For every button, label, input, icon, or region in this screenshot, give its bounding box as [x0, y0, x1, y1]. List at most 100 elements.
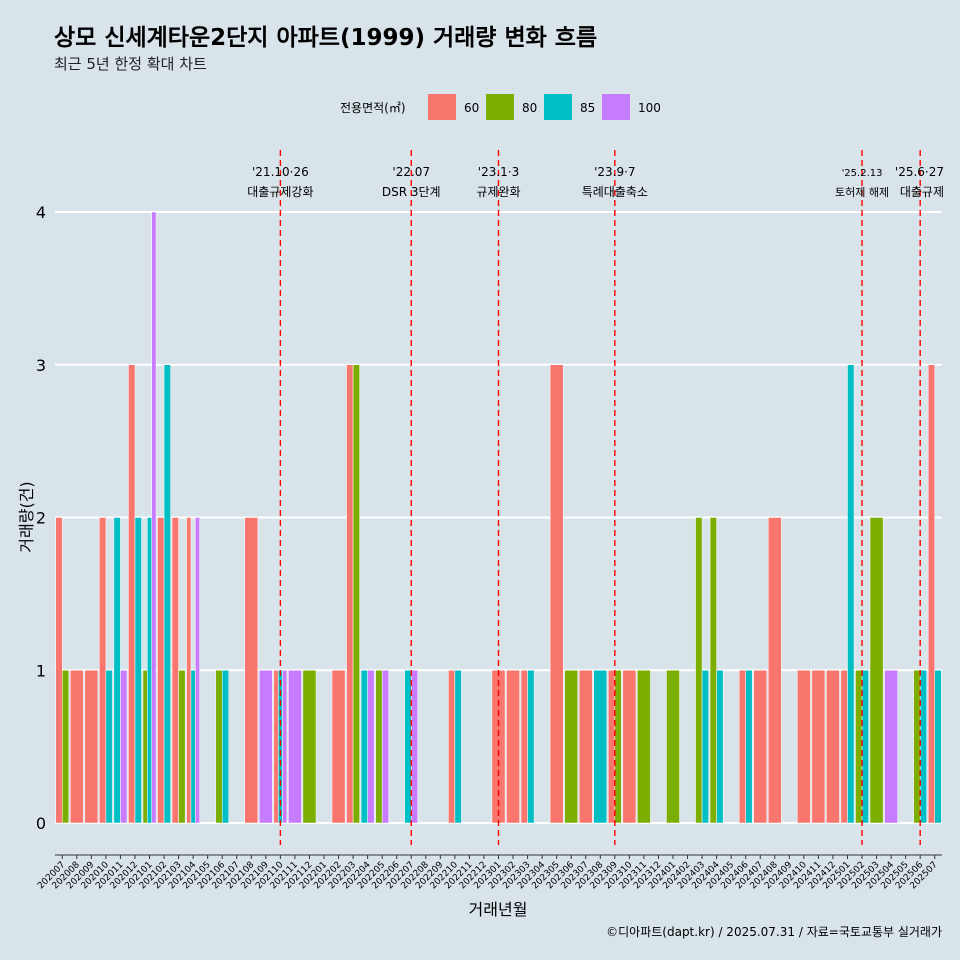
y-axis: 0 1 2 3 4	[36, 203, 46, 833]
bar-202302-60	[506, 670, 520, 824]
event-date-202309: '23.9·7	[594, 165, 635, 179]
y-tick-label-4: 4	[36, 203, 46, 222]
bar-202104-85	[190, 670, 196, 824]
bar-202205-100	[381, 670, 389, 824]
event-label-202301: 규제완화	[476, 185, 520, 199]
bar-202506-80	[913, 670, 921, 824]
bar-202401-80	[666, 670, 680, 824]
bar-202102-85	[163, 364, 171, 824]
bar-202010-85	[105, 670, 113, 824]
bar-202506-85	[919, 670, 927, 824]
bar-202012-85	[134, 517, 142, 824]
bar-202403-80	[695, 517, 703, 824]
bar-202205-80	[375, 670, 383, 824]
event-date-202110: '21.10·26	[252, 165, 309, 179]
legend-swatch-80	[486, 94, 514, 120]
bar-202203-60	[346, 364, 354, 824]
legend-title: 전용면적(㎡)	[340, 101, 406, 115]
bar-202210-85	[454, 670, 462, 824]
bar-202501-85	[847, 364, 855, 824]
bar-202103-60	[171, 517, 179, 824]
bar-202011-85	[113, 517, 121, 824]
bar-202108-60	[244, 517, 259, 824]
bar-202102-60	[157, 517, 165, 824]
event-label-202506: 대출규제	[900, 185, 944, 199]
bar-202502-85	[861, 670, 869, 824]
bar-202111-100	[288, 670, 302, 824]
bar-202011-100	[120, 670, 128, 824]
chart-subtitle: 최근 5년 한정 확대 차트	[54, 55, 207, 73]
bar-202311-80	[637, 670, 651, 824]
legend-swatch-60	[428, 94, 456, 120]
bar-202404-80	[709, 517, 717, 824]
bar-202403-85	[701, 670, 709, 824]
bar-202309-80	[614, 670, 622, 824]
legend: 전용면적(㎡) 60 80 85 100	[340, 94, 661, 120]
legend-swatch-100	[602, 94, 630, 120]
legend-label-85: 85	[580, 101, 595, 115]
bar-202305-60	[549, 364, 564, 824]
bar-202407-60	[753, 670, 768, 824]
event-date-202502: '25.2.13	[842, 168, 883, 179]
bar-202202-60	[331, 670, 346, 824]
legend-label-80: 80	[522, 101, 537, 115]
bar-202109-100	[259, 670, 273, 824]
y-tick-label-1: 1	[36, 661, 46, 680]
bar-202007-80	[62, 670, 70, 824]
bar-202110-100	[282, 670, 288, 824]
bar-202110-60	[273, 670, 279, 824]
bar-202106-80	[215, 670, 223, 824]
caption: ©디아파트(dapt.kr) / 2025.07.31 / 자료=국토교통부 실…	[606, 925, 942, 939]
event-date-202301: '23.1·3	[478, 165, 519, 179]
event-label-202309: 특례대출축소	[582, 185, 648, 199]
x-axis-label: 거래년월	[469, 900, 528, 919]
bar-202410-60	[797, 670, 811, 824]
legend-label-60: 60	[464, 101, 479, 115]
chart-title: 상모 신세계타운2단지 아파트(1999) 거래량 변화 흐름	[54, 25, 597, 51]
event-label-202502: 토허제 해제	[835, 185, 889, 199]
bar-202008-60	[70, 670, 84, 824]
bar-202204-100	[367, 670, 375, 824]
bar-202007-60	[55, 517, 63, 824]
bar-202412-60	[826, 670, 840, 824]
bar-202104-100	[195, 517, 200, 824]
bar-202103-80	[178, 670, 186, 824]
legend-label-100: 100	[638, 101, 661, 115]
bar-202501-60	[840, 670, 848, 824]
event-lines	[279, 150, 921, 845]
bar-202203-80	[352, 364, 360, 824]
bar-202406-85	[745, 670, 753, 824]
event-date-202506: '25.6·27	[895, 165, 944, 179]
bar-202009-60	[84, 670, 99, 824]
x-axis: 2020072020082020092020102020112020122021…	[36, 854, 942, 891]
bar-202303-85	[527, 670, 535, 824]
event-label-202207: DSR 3단계	[382, 185, 441, 199]
bar-202101-80	[142, 670, 148, 824]
bar-202504-100	[884, 670, 898, 824]
event-date-202207: '22.07	[392, 165, 430, 179]
bar-202507-85	[934, 670, 942, 824]
bar-202503-80	[869, 517, 884, 824]
bar-202106-85	[221, 670, 230, 824]
bar-202308-85	[593, 670, 608, 824]
bar-202012-60	[128, 364, 136, 824]
event-annotations: '21.10·26 대출규제강화 '22.07 DSR 3단계 '23.1·3 규제완화 '…	[247, 165, 944, 199]
event-label-202110: 대출규제강화	[247, 185, 313, 199]
bar-202404-85	[716, 670, 724, 824]
y-tick-label-3: 3	[36, 356, 46, 375]
y-axis-label: 거래량(건)	[17, 481, 36, 552]
bar-202101-85	[147, 517, 152, 824]
bar-202104-60	[186, 517, 192, 824]
y-tick-label-0: 0	[36, 814, 46, 833]
bar-202101-100	[151, 211, 157, 824]
bar-202411-60	[811, 670, 826, 824]
bar-202303-60	[520, 670, 528, 824]
bar-202406-60	[738, 670, 746, 824]
bar-202207-100	[411, 670, 419, 824]
bars	[55, 211, 942, 824]
bar-202207-85	[404, 670, 412, 824]
bar-202204-85	[360, 670, 368, 824]
bar-202306-80	[564, 670, 578, 824]
bar-202310-60	[622, 670, 637, 824]
